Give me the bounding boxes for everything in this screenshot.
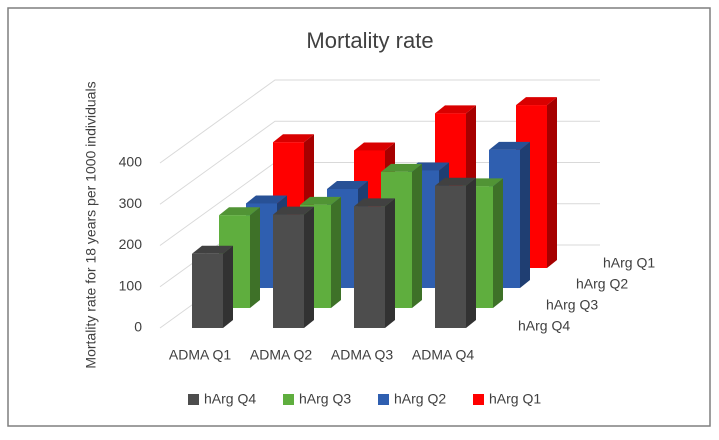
bar-front	[435, 185, 466, 328]
x-tick-label: ADMA Q2	[250, 347, 312, 363]
bar-side	[223, 245, 233, 328]
bar-front	[273, 214, 304, 328]
legend-swatch	[378, 394, 389, 405]
bar-top	[219, 207, 260, 216]
bar-side	[493, 178, 503, 308]
bar-top	[327, 181, 368, 189]
bar-front	[192, 253, 223, 328]
chart-title: Mortality rate	[306, 28, 433, 53]
x-tick-label: ADMA Q1	[169, 347, 231, 363]
legend-swatch	[283, 394, 294, 405]
bar-side	[412, 163, 422, 308]
bar-front	[354, 206, 385, 328]
grid-line	[159, 79, 600, 164]
bar-3d	[354, 198, 395, 328]
bar-top	[273, 134, 314, 143]
bar-side	[466, 177, 476, 328]
bar-top	[273, 206, 314, 215]
bar-side	[385, 198, 395, 328]
bar-side	[547, 97, 557, 268]
bar-side	[250, 207, 260, 308]
bar-top	[192, 245, 233, 254]
bar-side	[331, 196, 341, 308]
depth-label: hArg Q1	[603, 255, 655, 271]
x-tick-label: ADMA Q4	[412, 347, 474, 363]
legend-label: hArg Q3	[299, 391, 351, 407]
depth-label: hArg Q4	[518, 318, 570, 334]
bar-3d	[192, 245, 233, 328]
depth-label: hArg Q2	[576, 276, 628, 292]
legend-label: hArg Q1	[489, 391, 541, 407]
bar-3d	[435, 177, 476, 328]
x-tick-label: ADMA Q3	[331, 347, 393, 363]
legend-swatch	[188, 394, 199, 405]
y-tick-label: 100	[119, 277, 143, 293]
grid-line	[159, 120, 600, 205]
bar-top	[435, 177, 476, 186]
bar-top	[300, 196, 341, 205]
legend-label: hArg Q2	[394, 391, 446, 407]
bar-top	[489, 141, 530, 150]
bar-top	[246, 195, 287, 204]
legend-label: hArg Q4	[204, 391, 256, 407]
depth-label: hArg Q3	[546, 297, 598, 313]
y-tick-label: 200	[119, 236, 143, 252]
bar-top	[516, 97, 557, 106]
bar-3d	[273, 206, 314, 328]
bar-top	[354, 198, 395, 207]
y-axis-title: Mortality rate for 18 years per 1000 ind…	[83, 81, 99, 368]
legend-swatch	[473, 394, 484, 405]
y-tick-label: 300	[119, 195, 143, 211]
y-tick-label: 400	[119, 154, 143, 170]
bar-top	[435, 105, 476, 114]
bar-top	[381, 163, 422, 172]
bar-top	[354, 142, 395, 151]
bar-side	[304, 206, 314, 328]
y-tick-label: 0	[134, 319, 142, 335]
bar-side	[520, 141, 530, 288]
